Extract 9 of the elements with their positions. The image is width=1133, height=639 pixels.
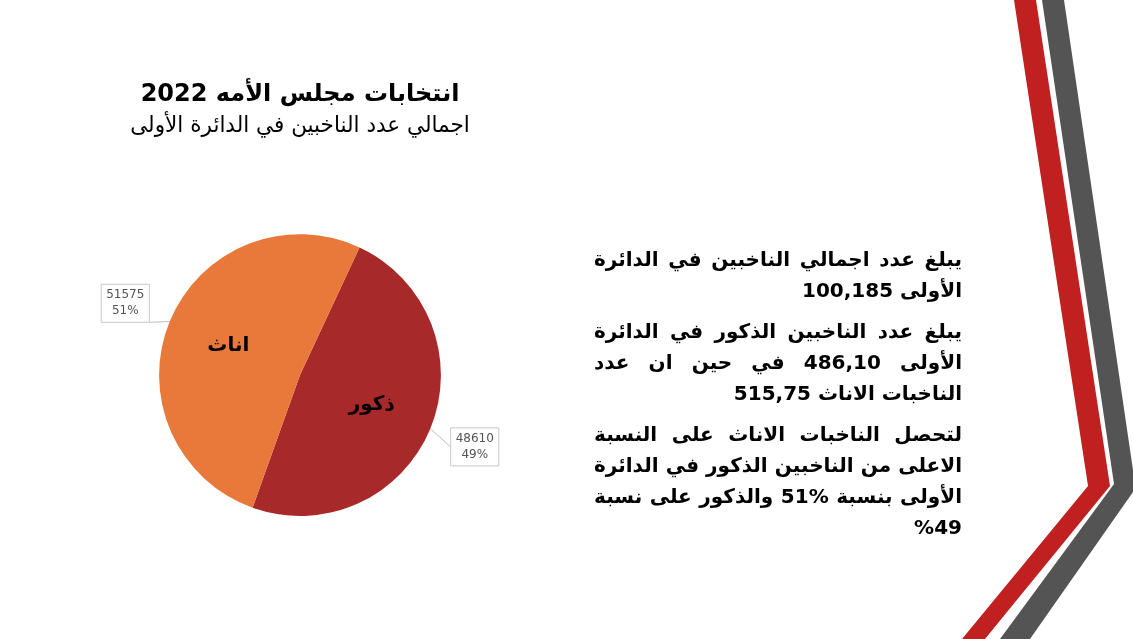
chart-title: انتخابات مجلس الأمه 2022 [140, 77, 460, 107]
data-label: 48610 49% [455, 431, 494, 462]
slice-label: اناث [207, 331, 250, 356]
text: يبلغ عدد الناخبين الذكور في الدائرة الأولى 486,10 في حين ان عدد الناخبات الاناث 515,75 [594, 318, 962, 407]
chart-subtitle: اجمالي عدد الناخبين في الدائرة الأولى [130, 110, 470, 138]
text: لتحصل الناخبات الاناث على النسبة الاعلى من الناخبين الذكور في الدائرة الأولى بنسبة %51 والذكور على نسبة 49% [594, 421, 962, 541]
slice-label: ذكور [347, 390, 395, 415]
text: يبلغ عدد اجمالي الناخبين في الدائرة الأولى 100,185 [594, 246, 962, 304]
data-label: 51575 51% [106, 287, 145, 318]
